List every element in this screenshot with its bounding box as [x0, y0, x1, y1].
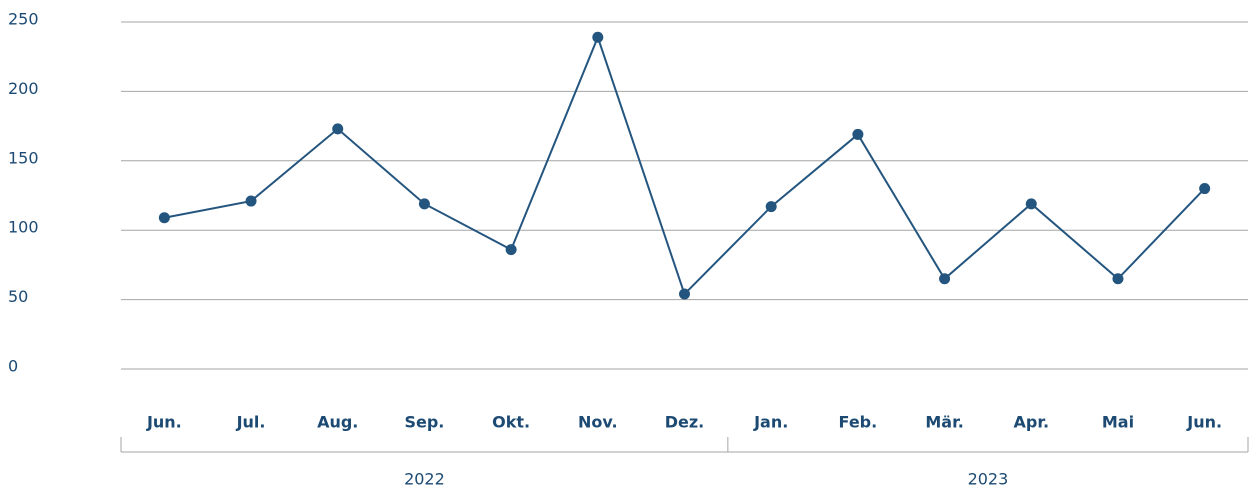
y-tick-label: 50 [8, 287, 28, 306]
x-tick-label: Mär. [925, 413, 963, 432]
x-tick-label: Apr. [1014, 413, 1050, 432]
point [1199, 183, 1211, 195]
y-tick-label: 0 [8, 357, 18, 376]
point [505, 244, 517, 256]
point [332, 123, 344, 135]
point [939, 273, 951, 285]
y-tick-label: 150 [8, 148, 39, 167]
point [418, 198, 430, 210]
point [1025, 198, 1037, 210]
x-tick-label: Jan. [753, 413, 788, 432]
y-tick-label: 100 [8, 218, 39, 237]
x-tick-label: Jun. [1186, 413, 1222, 432]
x-tick-label: Feb. [839, 413, 878, 432]
y-tick-label: 200 [8, 79, 39, 98]
line [164, 34, 1206, 296]
x-tick-label: Jul. [236, 413, 266, 432]
point [1112, 273, 1124, 285]
point [852, 128, 864, 140]
x-tick-label: Dez. [665, 413, 705, 432]
group-label: 2023 [968, 470, 1009, 489]
point [245, 195, 257, 207]
x-tick-label: Jun. [146, 413, 182, 432]
x-tick-label: Aug. [317, 413, 358, 432]
x-tick-label: Okt. [492, 413, 530, 432]
point [592, 31, 604, 43]
x-tick-label: Sep. [404, 413, 444, 432]
point [765, 201, 777, 213]
x-tick-label: Nov. [578, 413, 618, 432]
point [158, 212, 170, 224]
point [679, 288, 690, 300]
group-label: 2022 [404, 470, 445, 489]
y-tick-label: 250 [8, 10, 39, 29]
x-tick-label: Mai [1102, 413, 1134, 432]
